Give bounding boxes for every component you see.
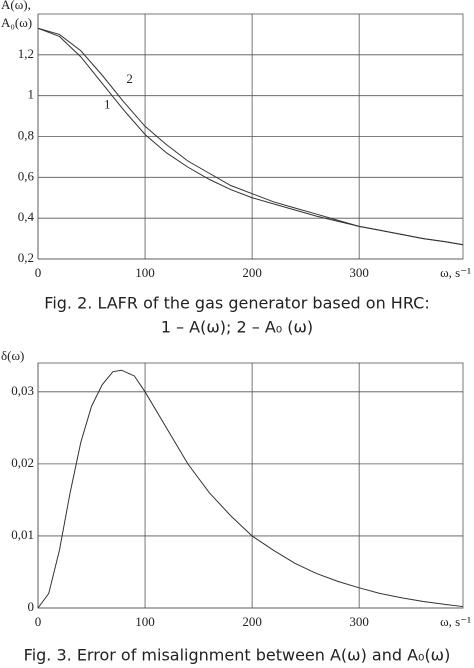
y-axis-label: δ(ω) — [1, 348, 24, 363]
x-tick-label: 0 — [35, 614, 42, 629]
y-tick-label: 0,2 — [18, 250, 34, 265]
x-axis-label: ω, s⁻¹ — [440, 614, 471, 629]
series-label: 2 — [126, 71, 133, 86]
y-tick-label: 0 — [28, 599, 35, 614]
x-tick-label: 200 — [242, 614, 262, 629]
y-tick-label: 1,2 — [18, 46, 34, 61]
x-tick-label: 300 — [349, 614, 369, 629]
caption: 1 – A(ω); 2 – A₀ (ω) — [161, 318, 313, 337]
x-axis-label: ω, s⁻¹ — [440, 265, 471, 280]
y-tick-label: 0,01 — [11, 527, 34, 542]
y-tick-label: 0,4 — [18, 209, 35, 224]
x-tick-label: 0 — [35, 265, 42, 280]
plot-frame — [37, 362, 464, 609]
x-tick-label: 300 — [349, 265, 369, 280]
x-tick-label: 100 — [135, 265, 155, 280]
y-tick-label: 0,8 — [18, 127, 34, 142]
y-tick-label: 0,6 — [18, 168, 35, 183]
caption: Fig. 3. Error of misalignment between A(… — [24, 646, 451, 665]
x-tick-label: 100 — [135, 614, 155, 629]
y-tick-label: 0,02 — [11, 455, 34, 470]
x-tick-label: 200 — [242, 265, 262, 280]
line — [37, 369, 464, 609]
caption: Fig. 2. LAFR of the gas generator based … — [44, 294, 429, 313]
y-axis-label: A(ω), — [1, 0, 31, 12]
series-label: 1 — [104, 96, 111, 111]
y-tick-label: 0,03 — [11, 383, 34, 398]
y-tick-label: 1 — [28, 87, 35, 102]
y-axis-label: A₀(ω) — [1, 15, 32, 30]
line — [37, 27, 464, 246]
